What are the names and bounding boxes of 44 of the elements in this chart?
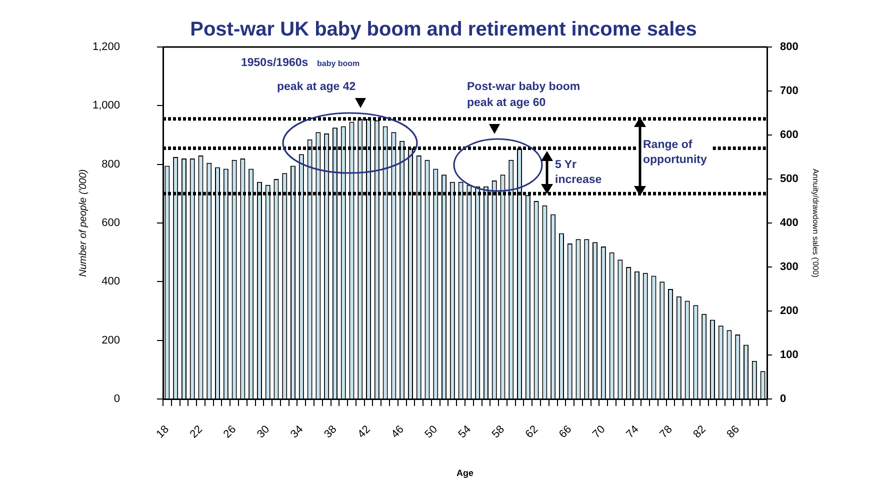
x-axis-title: Age bbox=[456, 468, 474, 478]
y2-tick-label: 700 bbox=[780, 85, 798, 98]
x-tick-label: 42 bbox=[356, 423, 373, 441]
x-tick-label: 34 bbox=[288, 423, 306, 441]
annotation: 1950s/1960s bbox=[241, 56, 308, 70]
x-tick-label: 86 bbox=[724, 423, 742, 441]
y2-tick-label: 600 bbox=[780, 129, 798, 142]
x-tick-label: 38 bbox=[322, 423, 340, 441]
x-tick-label: 50 bbox=[422, 423, 440, 441]
x-tick-label: 62 bbox=[523, 423, 541, 441]
y-tick-label: 800 bbox=[102, 158, 120, 170]
x-tick-label: 54 bbox=[456, 423, 474, 441]
annotation: 5 Yr increase bbox=[555, 158, 602, 188]
x-tick-label: 22 bbox=[188, 423, 206, 441]
y2-tick-label: 400 bbox=[780, 217, 798, 230]
x-tick-label: 66 bbox=[556, 423, 574, 441]
y2-tick-label: 100 bbox=[780, 349, 798, 362]
y-tick-label: 0 bbox=[114, 393, 120, 406]
y-tick-label: 1,200 bbox=[92, 41, 120, 54]
y2-axis-title: Annuity/drawdown sales ('000) bbox=[810, 168, 820, 278]
x-tick-label: 82 bbox=[691, 423, 708, 441]
x-tick-label: 74 bbox=[624, 423, 642, 441]
x-tick-label: 78 bbox=[658, 423, 675, 441]
x-tick-label: 58 bbox=[490, 423, 508, 441]
annotation: peak at age 42 bbox=[277, 80, 356, 95]
y-tick-label: 400 bbox=[102, 276, 120, 288]
y2-tick-label: 800 bbox=[780, 41, 798, 54]
annotation: baby boom bbox=[317, 59, 360, 69]
y2-tick-label: 300 bbox=[780, 261, 798, 274]
y-tick-label: 200 bbox=[102, 334, 120, 346]
x-tick-label: 26 bbox=[221, 423, 239, 441]
y-axis-title: Number of people ('000) bbox=[78, 169, 89, 277]
annotation: Post-war baby boom peak at age 60 bbox=[467, 80, 580, 110]
y-tick-label: 600 bbox=[102, 217, 120, 230]
x-tick-label: 70 bbox=[590, 423, 608, 441]
y-tick-label: 1,000 bbox=[92, 100, 120, 112]
x-tick-label: 30 bbox=[254, 423, 272, 441]
y2-tick-label: 0 bbox=[780, 393, 786, 406]
x-tick-label: 46 bbox=[389, 423, 406, 441]
x-tick-label: 18 bbox=[154, 423, 172, 441]
chart-title: Post-war UK baby boom and retirement income sales bbox=[190, 18, 697, 41]
y2-tick-label: 200 bbox=[780, 305, 798, 318]
annotation: Range of opportunity bbox=[643, 138, 707, 168]
y2-tick-label: 500 bbox=[780, 173, 798, 186]
